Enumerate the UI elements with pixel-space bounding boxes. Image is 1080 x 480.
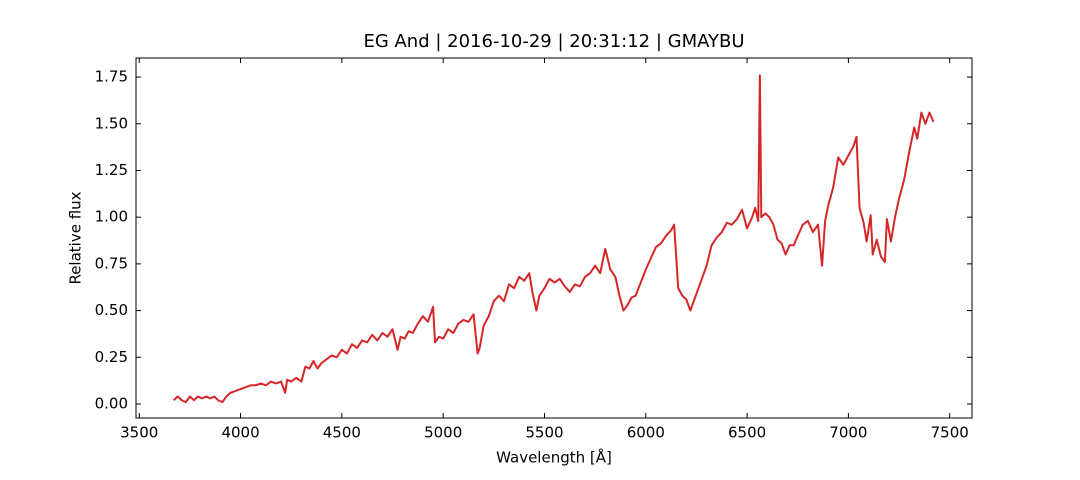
x-tick-label: 4000: [221, 424, 259, 442]
y-tick-label: 0.50: [95, 301, 128, 319]
spectrum-line: [173, 74, 935, 404]
x-tick-label: 3500: [120, 424, 158, 442]
chart-title: EG And | 2016-10-29 | 20:31:12 | GMAYBU: [363, 31, 744, 52]
x-axis-label: Wavelength [Å]: [496, 448, 612, 467]
x-tick-label: 4500: [323, 424, 361, 442]
y-tick-label: 0.25: [95, 348, 128, 366]
x-tick-label: 7000: [829, 424, 867, 442]
y-tick-label: 1.50: [95, 114, 128, 132]
y-tick-label: 0.75: [95, 254, 128, 272]
y-tick-label: 0.00: [95, 394, 128, 412]
y-tick-label: 1.25: [95, 161, 128, 179]
y-tick-label: 1.00: [95, 208, 128, 226]
plot-frame: [135, 57, 973, 419]
x-tick-label: 6000: [627, 424, 665, 442]
x-tick-label: 5500: [525, 424, 563, 442]
x-tick-label: 7500: [931, 424, 969, 442]
y-axis-label: Relative flux: [67, 191, 85, 284]
x-tick-label: 5000: [424, 424, 462, 442]
x-tick-label: 6500: [728, 424, 766, 442]
y-tick-label: 1.75: [95, 68, 128, 86]
